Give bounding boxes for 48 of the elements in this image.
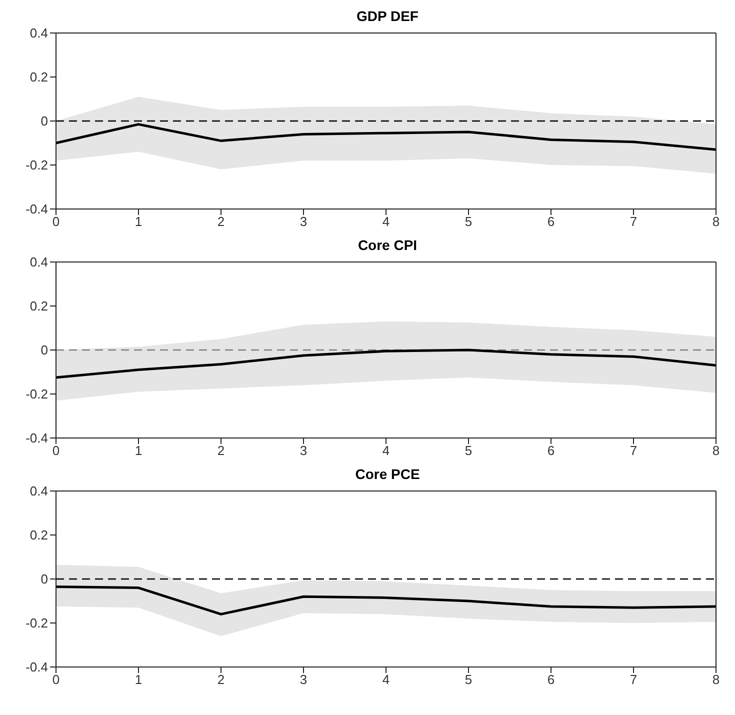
y-tick-label: -0.2: [26, 386, 48, 402]
x-tick-label: 6: [547, 214, 555, 230]
y-tick-label: 0: [40, 572, 48, 587]
x-tick-label: 3: [300, 672, 308, 688]
y-tick-label: 0.2: [30, 70, 48, 85]
x-tick-label: 7: [630, 443, 638, 458]
x-tick-label: 4: [382, 443, 390, 458]
y-tick-label: -0.4: [26, 430, 48, 446]
y-tick-label: 0.4: [30, 484, 48, 499]
x-tick-label: 5: [464, 443, 472, 458]
x-tick-label: 1: [134, 672, 142, 688]
x-tick-label: 6: [547, 672, 555, 688]
y-tick-label: 0: [40, 114, 48, 129]
x-tick-label: 5: [464, 214, 472, 230]
x-tick-label: 0: [52, 214, 60, 230]
chart-title: Core PCE: [355, 466, 420, 482]
x-tick-label: 8: [712, 672, 720, 688]
line-series: [56, 123, 716, 151]
y-tick-label: -0.2: [26, 158, 48, 173]
x-tick-label: 0: [52, 443, 60, 458]
y-tick-label: 0: [40, 342, 48, 358]
x-tick-label: 3: [300, 214, 308, 230]
y-tick-label: -0.4: [26, 202, 48, 217]
chart-title: Core CPI: [358, 237, 418, 253]
x-tick-label: 8: [712, 214, 720, 230]
x-tick-label: 1: [134, 214, 142, 230]
x-tick-label: 4: [382, 214, 390, 230]
x-tick-label: 8: [712, 443, 720, 458]
y-tick-label: -0.4: [26, 660, 48, 675]
x-tick-label: 0: [52, 672, 60, 688]
x-tick-label: 7: [630, 672, 638, 688]
line-series: [56, 585, 716, 616]
x-tick-label: 1: [134, 443, 142, 458]
x-tick-label: 2: [217, 443, 225, 458]
y-tick-label: 0.4: [30, 254, 48, 270]
y-tick-label: 0.4: [30, 26, 48, 41]
line-series: [56, 348, 716, 379]
x-tick-label: 5: [464, 672, 472, 688]
x-tick-label: 2: [217, 672, 225, 688]
x-tick-label: 3: [300, 443, 308, 458]
y-tick-label: 0.2: [30, 298, 48, 314]
y-tick-label: 0.2: [30, 528, 48, 543]
x-tick-label: 4: [382, 672, 390, 688]
x-tick-label: 7: [630, 214, 638, 230]
y-tick-label: -0.2: [26, 616, 48, 631]
chart-title: GDP DEF: [356, 8, 418, 24]
x-tick-label: 6: [547, 443, 555, 458]
x-tick-label: 2: [217, 214, 225, 230]
